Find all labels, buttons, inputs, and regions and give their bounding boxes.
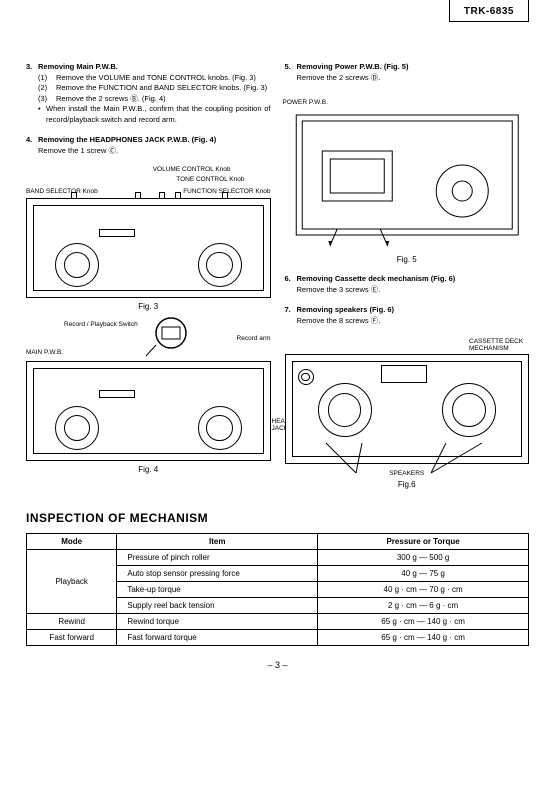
cell-item: Pressure of pinch roller [117, 550, 318, 566]
cell-item: Rewind torque [117, 614, 318, 630]
figure-5-caption: Fig. 5 [285, 255, 530, 264]
cell-item: Fast forward torque [117, 630, 318, 646]
figure-3 [26, 198, 271, 298]
figure-4-caption: Fig. 4 [26, 465, 271, 474]
s3-sub2-n: (2) [38, 83, 56, 94]
section-7-title: Removing speakers (Fig. 6) [297, 305, 395, 316]
label-volume-knob: VOLUME CONTROL Knob [153, 166, 231, 173]
content-columns: 3. Removing Main P.W.B. (1)Remove the VO… [26, 62, 529, 499]
cell-val: 40 g · cm — 70 g · cm [318, 582, 529, 598]
bullet-icon: • [38, 104, 46, 125]
section-5-title: Removing Power P.W.B. (Fig. 5) [297, 62, 409, 73]
label-cassette: CASSETTE DECK MECHANISM [469, 338, 529, 352]
mode-rewind: Rewind [27, 614, 117, 630]
section-7: 7. Removing speakers (Fig. 6) Remove the… [285, 305, 530, 326]
figure-5 [285, 111, 530, 251]
mode-playback: Playback [27, 550, 117, 614]
model-number-box: TRK-6835 [449, 0, 529, 22]
figure-4: HEADPHONES JACK P.W.B. [26, 361, 271, 461]
section-6: 6. Removing Cassette deck mechanism (Fig… [285, 274, 530, 295]
inspection-table: Mode Item Pressure or Torque Playback Pr… [26, 533, 529, 646]
fig5-top-labels: POWER P.W.B. [285, 93, 530, 107]
th-mode: Mode [27, 534, 117, 550]
section-7-num: 7. [285, 305, 297, 316]
s3-sub3-n: (3) [38, 94, 56, 105]
s7-sub: Remove the 8 screws Ⓕ. [285, 316, 530, 327]
label-rec-arm: Record arm [237, 335, 271, 342]
fig3-top-labels: VOLUME CONTROL Knob TONE CONTROL Knob BA… [26, 166, 271, 194]
s4-sub: Remove the 1 screw Ⓒ. [26, 146, 271, 157]
figure-6: SPEAKERS [285, 354, 530, 464]
fig6-top-labels: CASSETTE DECK MECHANISM [285, 336, 530, 350]
label-tone-knob: TONE CONTROL Knob [176, 176, 244, 183]
cell-val: 65 g · cm — 140 g · cm [318, 614, 529, 630]
fig6-leaders [286, 355, 529, 485]
table-row: Playback Pressure of pinch roller 300 g … [27, 550, 529, 566]
s3-sub3-t: Remove the 2 screws Ⓑ. (Fig. 4) [56, 94, 271, 105]
table-row: Fast forward Fast forward torque 65 g · … [27, 630, 529, 646]
label-speakers: SPEAKERS [389, 470, 424, 477]
cell-val: 2 g · cm — 6 g · cm [318, 598, 529, 614]
fig4-top-labels: Record / Playback Switch Record arm MAIN… [26, 321, 271, 357]
left-column: 3. Removing Main P.W.B. (1)Remove the VO… [26, 62, 271, 499]
table-header-row: Mode Item Pressure or Torque [27, 534, 529, 550]
th-val: Pressure or Torque [318, 534, 529, 550]
s3-note: When install the Main P.W.B., confirm th… [46, 104, 271, 125]
page-number: – 3 – [26, 660, 529, 670]
label-main-pwb: MAIN P.W.B. [26, 349, 63, 356]
section-5-num: 5. [285, 62, 297, 73]
detail-circle-icon [146, 317, 196, 357]
right-column: 5. Removing Power P.W.B. (Fig. 5) Remove… [285, 62, 530, 499]
section-3-title: Removing Main P.W.B. [38, 62, 118, 73]
s6-sub: Remove the 3 screws Ⓔ. [285, 285, 530, 296]
s5-sub: Remove the 2 screws Ⓓ. [285, 73, 530, 84]
fig5-svg [285, 111, 530, 251]
table-row: Rewind Rewind torque 65 g · cm — 140 g ·… [27, 614, 529, 630]
section-4-num: 4. [26, 135, 38, 146]
section-4: 4. Removing the HEADPHONES JACK P.W.B. (… [26, 135, 271, 156]
section-6-title: Removing Cassette deck mechanism (Fig. 6… [297, 274, 456, 285]
cell-val: 40 g — 75 g [318, 566, 529, 582]
s3-sub2-t: Remove the FUNCTION and BAND SELECTOR kn… [56, 83, 271, 94]
inspection-heading: INSPECTION OF MECHANISM [26, 511, 529, 525]
section-4-title: Removing the HEADPHONES JACK P.W.B. (Fig… [38, 135, 216, 146]
label-power-pwb: POWER P.W.B. [283, 99, 328, 106]
cell-val: 300 g — 500 g [318, 550, 529, 566]
cell-item: Take-up torque [117, 582, 318, 598]
th-item: Item [117, 534, 318, 550]
s3-sub1-t: Remove the VOLUME and TONE CONTROL knobs… [56, 73, 271, 84]
section-3: 3. Removing Main P.W.B. (1)Remove the VO… [26, 62, 271, 125]
figure-3-caption: Fig. 3 [26, 302, 271, 311]
mode-ff: Fast forward [27, 630, 117, 646]
s3-sub1-n: (1) [38, 73, 56, 84]
label-band-knob: BAND SELECTOR Knob [26, 188, 98, 195]
section-6-num: 6. [285, 274, 297, 285]
cell-val: 65 g · cm — 140 g · cm [318, 630, 529, 646]
section-3-num: 3. [26, 62, 38, 73]
cell-item: Auto stop sensor pressing force [117, 566, 318, 582]
cell-item: Supply reel back tension [117, 598, 318, 614]
section-5: 5. Removing Power P.W.B. (Fig. 5) Remove… [285, 62, 530, 83]
label-rec-switch: Record / Playback Switch [64, 321, 138, 328]
